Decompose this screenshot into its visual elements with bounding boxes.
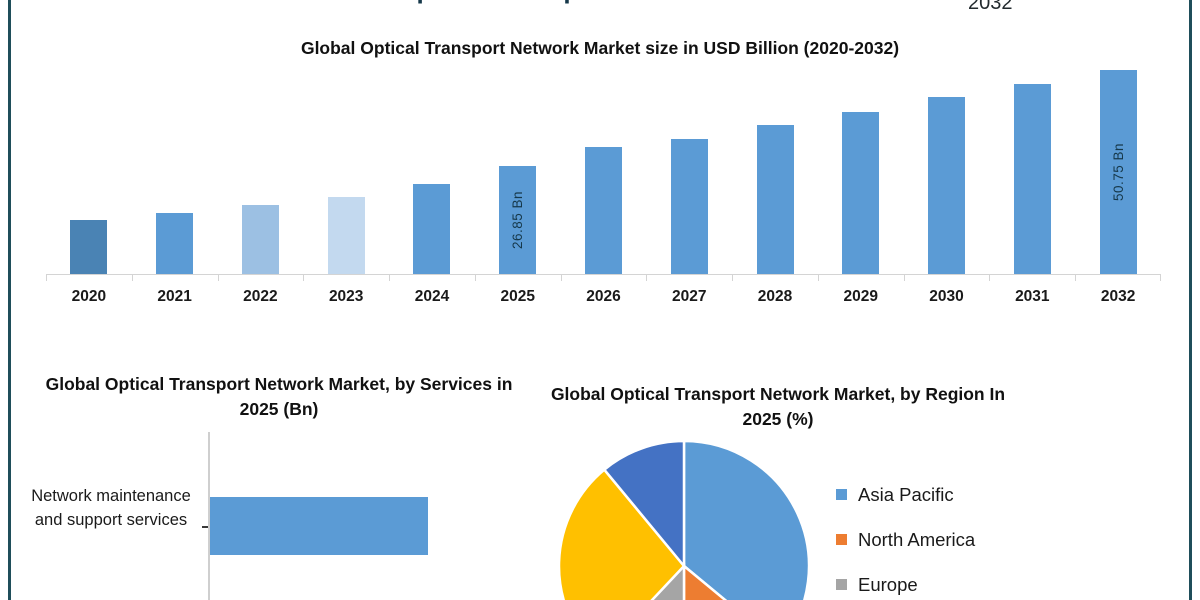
legend-item: Europe: [836, 562, 975, 600]
bar-2032: 50.75 Bn: [1099, 70, 1137, 274]
x-tick: [817, 274, 904, 281]
x-label-2022: 2022: [243, 288, 278, 305]
x-label-2025: 2025: [500, 288, 535, 305]
legend-swatch-icon: [836, 489, 847, 500]
x-tick: [217, 274, 304, 281]
frame-border-right: [1189, 0, 1192, 600]
bar-cell: [904, 62, 990, 274]
bar-2025: 26.85 Bn: [499, 166, 537, 274]
bar-cell: [818, 62, 904, 274]
bar-cell: 50.75 Bn: [1075, 62, 1161, 274]
bar-value-label: 50.75 Bn: [1110, 143, 1126, 202]
bar-2023: [327, 196, 365, 274]
bar-2031: [1013, 83, 1051, 274]
legend-swatch-icon: [836, 579, 847, 590]
bar-cell: [646, 62, 732, 274]
x-label-2020: 2020: [71, 288, 107, 305]
pie-slices: [558, 440, 810, 600]
x-tick: [989, 274, 1075, 281]
bar-2027: [670, 138, 708, 274]
bar-2030: [928, 97, 966, 274]
x-tick: [303, 274, 389, 281]
x-label-2027: 2027: [672, 288, 707, 305]
bar-cell: [389, 62, 475, 274]
services-plot-area: Network maintenance and support services: [14, 432, 534, 600]
pie-slice-asia-pacific: [682, 440, 810, 600]
bar-2024: [413, 184, 451, 274]
pie-slice-south-america: [602, 440, 686, 570]
pie-legend: Asia Pacific North America Europe: [836, 472, 975, 600]
x-label-2028: 2028: [757, 288, 793, 305]
region-pie-chart: Global Optical Transport Network Market,…: [548, 382, 1188, 600]
bar-2020: [70, 220, 108, 274]
x-label-2023: 2023: [328, 288, 364, 305]
x-label-2021: 2021: [157, 288, 192, 305]
frame-outer-right: [1192, 0, 1200, 600]
legend-item: North America: [836, 517, 975, 562]
pie-slice-north-america: [682, 563, 728, 600]
bar-cell: 26.85 Bn: [475, 62, 561, 274]
page-title: Global Optical Transport Network Market …: [0, 0, 1200, 5]
page-title-year: 2032: [968, 0, 1013, 14]
x-label-2024: 2024: [414, 288, 450, 305]
frame-border-left: [8, 0, 11, 600]
x-label-2031: 2031: [1015, 288, 1050, 305]
services-bar-chart: Global Optical Transport Network Market,…: [14, 372, 544, 600]
pie-slice-middle-east-and-africa: [558, 467, 686, 600]
services-axis-tick: [202, 526, 208, 528]
frame-outer-left: [0, 0, 8, 600]
x-axis-ticks: [46, 274, 1161, 281]
x-label-2026: 2026: [586, 288, 621, 305]
market-size-bar-chart: 26.85 Bn 50.75 Bn 2020 2021 2022 2023 2024 202…: [46, 62, 1161, 312]
bar-cell: [561, 62, 647, 274]
region-chart-title: Global Optical Transport Network Market,…: [550, 384, 1006, 429]
x-tick: [131, 274, 218, 281]
bar-cell: [989, 62, 1075, 274]
bar-2029: [842, 112, 880, 274]
bar-chart-x-axis: [46, 274, 1161, 275]
legend-label: Asia Pacific: [858, 483, 954, 505]
bar-chart-title: Global Optical Transport Network Market …: [300, 38, 900, 58]
bar-2026: [584, 146, 622, 274]
bar-cell: [303, 62, 389, 274]
services-bar: [210, 497, 428, 555]
bar-cell: [132, 62, 218, 274]
x-tick: [389, 274, 475, 281]
bar-cell: [46, 62, 132, 274]
x-tick: [903, 274, 990, 281]
pie-graphic: [558, 440, 810, 600]
bar-2021: [156, 213, 194, 274]
bar-2028: [756, 125, 794, 274]
legend-item: Asia Pacific: [836, 472, 975, 517]
services-chart-title: Global Optical Transport Network Market,…: [45, 374, 513, 419]
bar-value-label: 26.85 Bn: [510, 191, 526, 250]
x-label-2029: 2029: [843, 288, 879, 305]
x-tick: [1075, 274, 1161, 281]
x-label-2030: 2030: [929, 288, 964, 305]
legend-label: Europe: [858, 573, 918, 595]
services-y-axis: [208, 432, 210, 600]
x-tick: [646, 274, 732, 281]
legend-label: North America: [858, 528, 976, 550]
bar-cell: [732, 62, 818, 274]
x-tick: [474, 274, 561, 281]
bar-2022: [241, 205, 279, 274]
services-category-label: Network maintenance and support services: [31, 487, 191, 529]
x-axis-labels: 2020 2021 2022 2023 2024 2025 2026 2027 2028 2029…: [46, 282, 1161, 312]
legend-swatch-icon: [836, 534, 847, 545]
x-tick: [46, 274, 132, 281]
x-label-2032: 2032: [1100, 288, 1136, 305]
bar-series: 26.85 Bn 50.75 Bn: [46, 62, 1161, 274]
x-tick: [560, 274, 647, 281]
x-tick: [732, 274, 818, 281]
bar-cell: [218, 62, 304, 274]
